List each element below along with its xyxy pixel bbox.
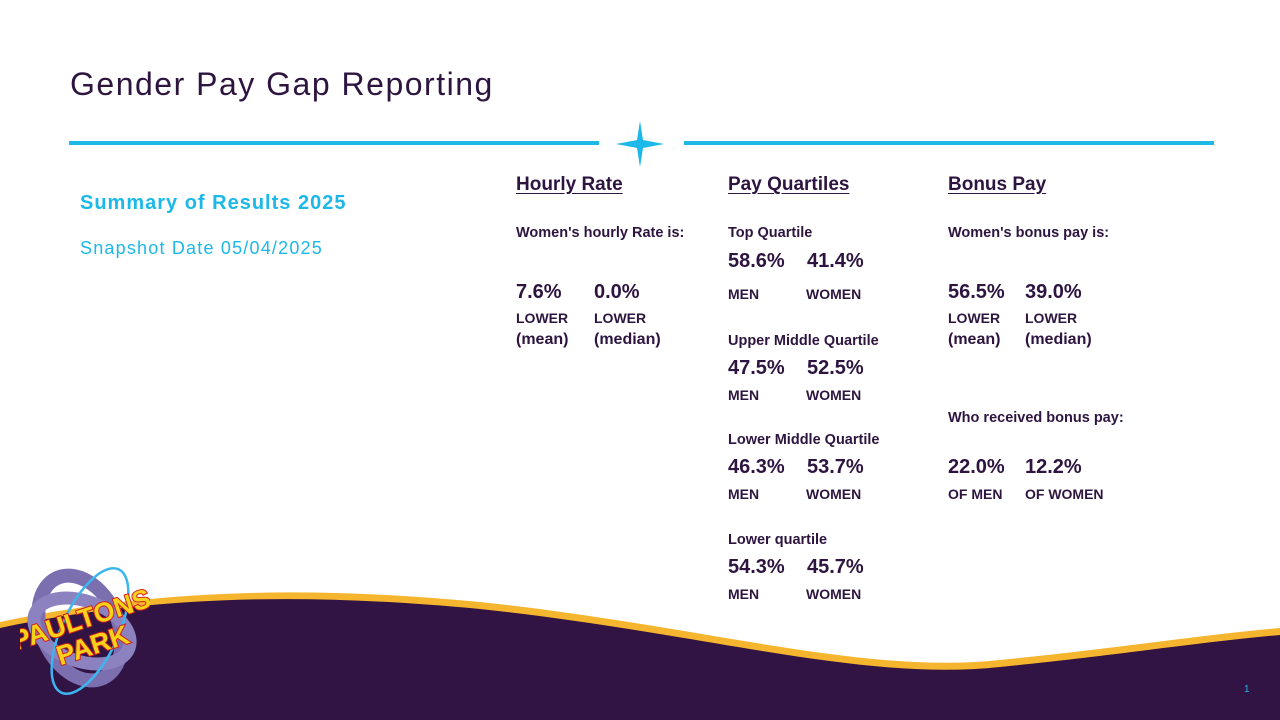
quartile-men-label: MEN <box>728 586 760 602</box>
bonus-men-label: OF MEN <box>948 486 1003 502</box>
bonus-women-label: OF WOMEN <box>1025 486 1104 502</box>
bonus-women-value: 12.2% <box>1025 456 1082 478</box>
hourly-mean: 7.6% <box>516 281 562 303</box>
bonus-median-lower: LOWER <box>1025 310 1078 326</box>
quartile-men-value: 58.6% <box>728 250 785 272</box>
quartiles-heading: Pay Quartiles <box>728 174 850 195</box>
quartile-women-label: WOMEN <box>806 387 862 403</box>
hourly-intro: Women's hourly Rate is: <box>516 225 685 241</box>
bonus-median-label: (median) <box>1025 331 1092 348</box>
hourly-median-label: (median) <box>594 331 661 348</box>
star-icon <box>616 121 664 167</box>
bonus-heading: Bonus Pay <box>948 174 1047 195</box>
hourly-heading: Hourly Rate <box>516 174 623 195</box>
quartile-men-label: MEN <box>728 286 760 302</box>
quartile-women-value: 53.7% <box>807 456 864 478</box>
summary-heading: Summary of Results 2025 <box>80 192 347 214</box>
hourly-mean-label: (mean) <box>516 331 569 348</box>
quartile-women-value: 41.4% <box>807 250 864 272</box>
bonus-intro: Women's bonus pay is: <box>948 225 1110 241</box>
quartile-men-value: 46.3% <box>728 456 785 478</box>
snapshot-date: Snapshot Date 05/04/2025 <box>80 238 323 258</box>
quartile-label: Top Quartile <box>728 225 813 241</box>
page-title: Gender Pay Gap Reporting <box>70 66 494 102</box>
divider-left <box>69 141 599 145</box>
bonus-mean: 56.5% <box>948 281 1005 303</box>
quartile-label: Lower Middle Quartile <box>728 432 880 448</box>
quartile-men-value: 54.3% <box>728 556 785 578</box>
quartile-men-label: MEN <box>728 486 760 502</box>
quartile-women-label: WOMEN <box>806 586 862 602</box>
paultons-park-logo: PAULTONS PARK <box>20 566 150 696</box>
quartile-women-value: 45.7% <box>807 556 864 578</box>
hourly-median-lower: LOWER <box>594 310 647 326</box>
bonus-received-heading: Who received bonus pay: <box>948 410 1124 426</box>
quartile-men-label: MEN <box>728 387 760 403</box>
footer-wave <box>0 592 1280 720</box>
bonus-mean-label: (mean) <box>948 331 1001 348</box>
hourly-median: 0.0% <box>594 281 640 303</box>
quartile-label: Upper Middle Quartile <box>728 333 879 349</box>
quartile-men-value: 47.5% <box>728 357 785 379</box>
bonus-mean-lower: LOWER <box>948 310 1001 326</box>
hourly-mean-lower: LOWER <box>516 310 569 326</box>
bonus-men-value: 22.0% <box>948 456 1005 478</box>
quartile-women-label: WOMEN <box>806 486 862 502</box>
quartile-label: Lower quartile <box>728 532 828 548</box>
bonus-median: 39.0% <box>1025 281 1082 303</box>
page-number: 1 <box>1244 684 1250 695</box>
quartile-women-label: WOMEN <box>806 286 862 302</box>
divider-right <box>684 141 1214 145</box>
quartile-women-value: 52.5% <box>807 357 864 379</box>
